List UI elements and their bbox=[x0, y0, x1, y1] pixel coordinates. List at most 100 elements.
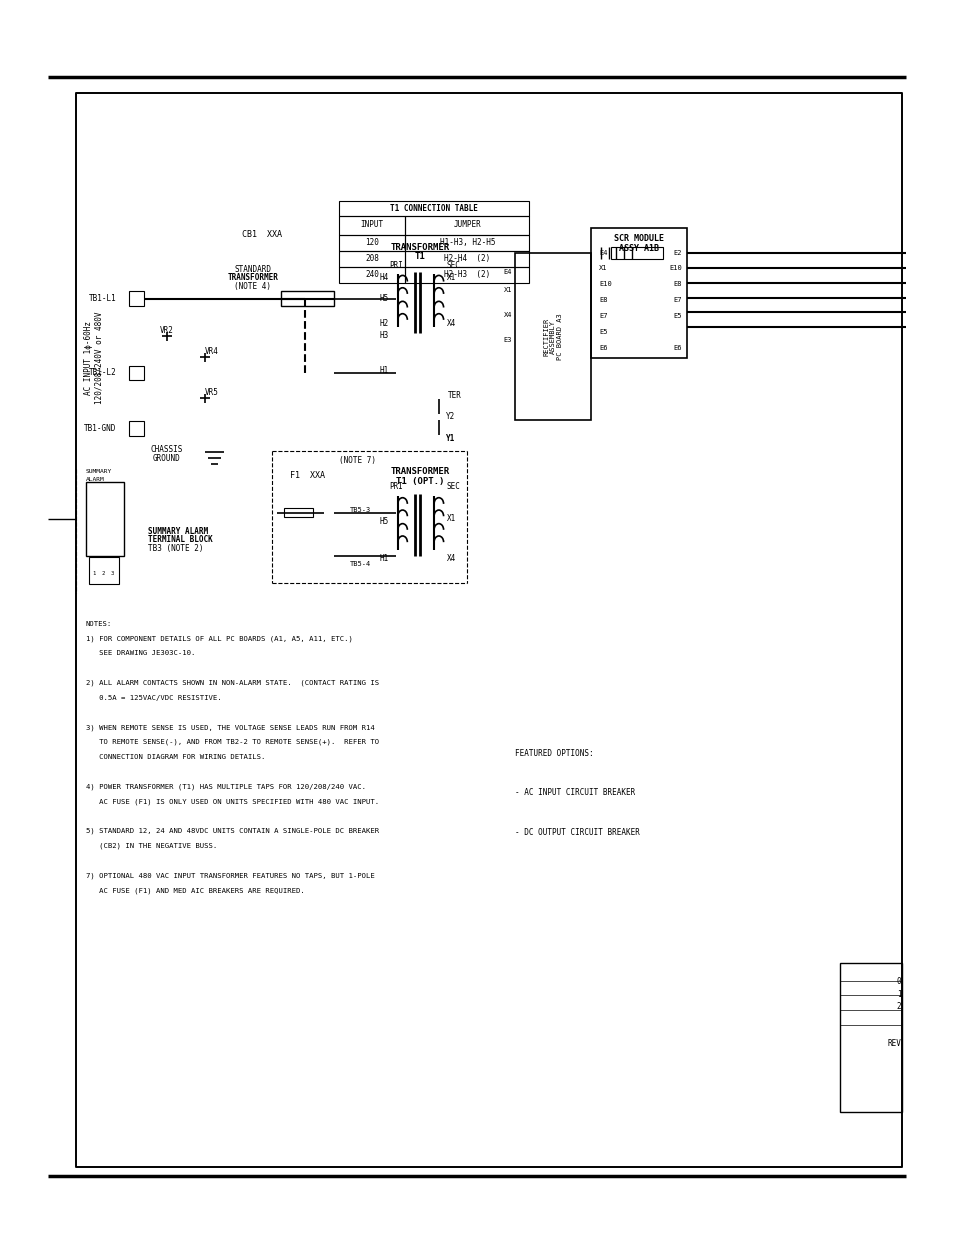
Bar bbox=[338, 251, 405, 267]
Text: E4: E4 bbox=[598, 251, 607, 256]
Text: CB1  XXA: CB1 XXA bbox=[242, 230, 282, 240]
Text: ASSY A1B: ASSY A1B bbox=[618, 243, 659, 253]
Text: TERMINAL BLOCK: TERMINAL BLOCK bbox=[148, 535, 213, 545]
Text: (CB2) IN THE NEGATIVE BUSS.: (CB2) IN THE NEGATIVE BUSS. bbox=[86, 842, 217, 850]
Text: CHASSIS: CHASSIS bbox=[151, 445, 183, 454]
Text: VR2: VR2 bbox=[160, 326, 173, 336]
Bar bbox=[405, 251, 529, 267]
Text: 2) ALL ALARM CONTACTS SHOWN IN NON-ALARM STATE.  (CONTACT RATING IS: 2) ALL ALARM CONTACTS SHOWN IN NON-ALARM… bbox=[86, 679, 378, 687]
Text: E2: E2 bbox=[673, 251, 681, 256]
Text: TB5-3: TB5-3 bbox=[350, 508, 371, 513]
Bar bbox=[76, 93, 901, 1167]
Text: 120: 120 bbox=[365, 238, 378, 247]
Bar bbox=[89, 557, 119, 584]
Text: Y1: Y1 bbox=[445, 433, 455, 443]
Text: ALARM: ALARM bbox=[86, 477, 105, 482]
Text: VR4: VR4 bbox=[205, 347, 219, 357]
Text: 1) FOR COMPONENT DETAILS OF ALL PC BOARDS (A1, A5, A11, ETC.): 1) FOR COMPONENT DETAILS OF ALL PC BOARD… bbox=[86, 635, 353, 642]
Text: AC FUSE (F1) IS ONLY USED ON UNITS SPECIFIED WITH 480 VAC INPUT.: AC FUSE (F1) IS ONLY USED ON UNITS SPECI… bbox=[86, 798, 378, 805]
Bar bbox=[284, 508, 313, 517]
Bar bbox=[405, 267, 529, 283]
Text: 0.5A = 125VAC/VDC RESISTIVE.: 0.5A = 125VAC/VDC RESISTIVE. bbox=[86, 695, 221, 700]
Text: Y2: Y2 bbox=[445, 411, 455, 421]
Bar bbox=[515, 253, 591, 420]
Text: H2-H4  (2): H2-H4 (2) bbox=[444, 254, 490, 263]
Text: SUMMARY: SUMMARY bbox=[86, 469, 112, 474]
Text: INPUT: INPUT bbox=[360, 220, 383, 230]
Text: H5: H5 bbox=[379, 294, 389, 304]
Text: H5: H5 bbox=[379, 516, 389, 526]
Text: 2: 2 bbox=[896, 1002, 901, 1011]
Text: TB1-GND: TB1-GND bbox=[84, 424, 116, 433]
Text: SEC: SEC bbox=[446, 261, 459, 270]
Text: JUMPER: JUMPER bbox=[453, 220, 481, 230]
Text: X1: X1 bbox=[598, 266, 607, 270]
Text: E3: E3 bbox=[503, 337, 512, 342]
Text: E4: E4 bbox=[503, 269, 512, 274]
Text: X4: X4 bbox=[446, 553, 456, 563]
Text: - AC INPUT CIRCUIT BREAKER: - AC INPUT CIRCUIT BREAKER bbox=[515, 788, 635, 798]
Text: X4: X4 bbox=[446, 319, 456, 329]
Text: RECTIFIER
ASSEMBLY
PC BOARD A3: RECTIFIER ASSEMBLY PC BOARD A3 bbox=[543, 314, 562, 359]
Text: 1: 1 bbox=[91, 571, 95, 576]
Text: SUMMARY ALARM: SUMMARY ALARM bbox=[148, 526, 208, 536]
Text: 240: 240 bbox=[365, 270, 378, 279]
Text: 7) OPTIONAL 480 VAC INPUT TRANSFORMER FEATURES NO TAPS, BUT 1-POLE: 7) OPTIONAL 480 VAC INPUT TRANSFORMER FE… bbox=[86, 872, 375, 879]
Text: H4: H4 bbox=[379, 273, 389, 283]
Text: T1: T1 bbox=[414, 252, 425, 262]
Text: E7: E7 bbox=[598, 314, 607, 319]
Bar bbox=[129, 421, 144, 436]
Text: TB1-L1: TB1-L1 bbox=[89, 294, 116, 304]
Bar bbox=[338, 267, 405, 283]
Text: AC FUSE (F1) AND MED AIC BREAKERS ARE REQUIRED.: AC FUSE (F1) AND MED AIC BREAKERS ARE RE… bbox=[86, 887, 304, 894]
Text: E10: E10 bbox=[669, 266, 681, 270]
Text: 1: 1 bbox=[896, 989, 901, 999]
Text: 3: 3 bbox=[111, 571, 114, 576]
Bar bbox=[591, 228, 686, 358]
Text: X1: X1 bbox=[446, 514, 456, 524]
Text: X4: X4 bbox=[503, 312, 512, 317]
Text: H1: H1 bbox=[379, 553, 389, 563]
Text: (NOTE 7): (NOTE 7) bbox=[338, 456, 375, 466]
Text: T1 CONNECTION TABLE: T1 CONNECTION TABLE bbox=[390, 204, 477, 214]
Text: SEE DRAWING JE303C-10.: SEE DRAWING JE303C-10. bbox=[86, 651, 195, 656]
Bar bbox=[86, 482, 124, 556]
Text: TRANSFORMER: TRANSFORMER bbox=[390, 467, 449, 477]
Text: TB1-L2: TB1-L2 bbox=[89, 368, 116, 378]
Text: CONNECTION DIAGRAM FOR WIRING DETAILS.: CONNECTION DIAGRAM FOR WIRING DETAILS. bbox=[86, 755, 265, 760]
Bar bbox=[839, 963, 901, 1112]
Text: VR5: VR5 bbox=[205, 388, 219, 398]
Text: GROUND: GROUND bbox=[152, 453, 181, 463]
Text: STANDARD: STANDARD bbox=[234, 264, 271, 274]
Text: H2: H2 bbox=[379, 319, 389, 329]
Text: E5: E5 bbox=[673, 314, 681, 319]
Text: (NOTE 4): (NOTE 4) bbox=[234, 282, 271, 291]
Bar bbox=[338, 201, 529, 216]
Text: E8: E8 bbox=[673, 282, 681, 287]
Text: TO REMOTE SENSE(-), AND FROM TB2-2 TO REMOTE SENSE(+).  REFER TO: TO REMOTE SENSE(-), AND FROM TB2-2 TO RE… bbox=[86, 739, 378, 746]
Text: X1: X1 bbox=[446, 273, 456, 283]
Text: 3) WHEN REMOTE SENSE IS USED, THE VOLTAGE SENSE LEADS RUN FROM R14: 3) WHEN REMOTE SENSE IS USED, THE VOLTAG… bbox=[86, 724, 375, 731]
Text: T1 (OPT.): T1 (OPT.) bbox=[395, 477, 443, 487]
Text: E8: E8 bbox=[598, 298, 607, 303]
Bar bbox=[405, 235, 529, 251]
Text: 2: 2 bbox=[101, 571, 105, 576]
Text: X1: X1 bbox=[503, 288, 512, 293]
Text: REV: REV bbox=[886, 1039, 901, 1049]
Text: E5: E5 bbox=[598, 330, 607, 335]
Text: 5) STANDARD 12, 24 AND 48VDC UNITS CONTAIN A SINGLE-POLE DC BREAKER: 5) STANDARD 12, 24 AND 48VDC UNITS CONTA… bbox=[86, 827, 378, 835]
Bar bbox=[338, 216, 405, 235]
Text: SEC: SEC bbox=[446, 482, 459, 492]
Text: H2-H3  (2): H2-H3 (2) bbox=[444, 270, 490, 279]
Text: H3: H3 bbox=[379, 331, 389, 341]
Text: E6: E6 bbox=[598, 346, 607, 351]
Text: E7: E7 bbox=[673, 298, 681, 303]
Text: 0: 0 bbox=[896, 977, 901, 987]
Text: 4) POWER TRANSFORMER (T1) HAS MULTIPLE TAPS FOR 120/208/240 VAC.: 4) POWER TRANSFORMER (T1) HAS MULTIPLE T… bbox=[86, 783, 366, 790]
Text: H1-H3, H2-H5: H1-H3, H2-H5 bbox=[439, 238, 495, 247]
Bar bbox=[405, 216, 529, 235]
Text: TB3 (NOTE 2): TB3 (NOTE 2) bbox=[148, 543, 203, 553]
Text: F1  XXA: F1 XXA bbox=[290, 471, 324, 480]
Text: H1: H1 bbox=[379, 366, 389, 375]
Text: E6: E6 bbox=[673, 346, 681, 351]
